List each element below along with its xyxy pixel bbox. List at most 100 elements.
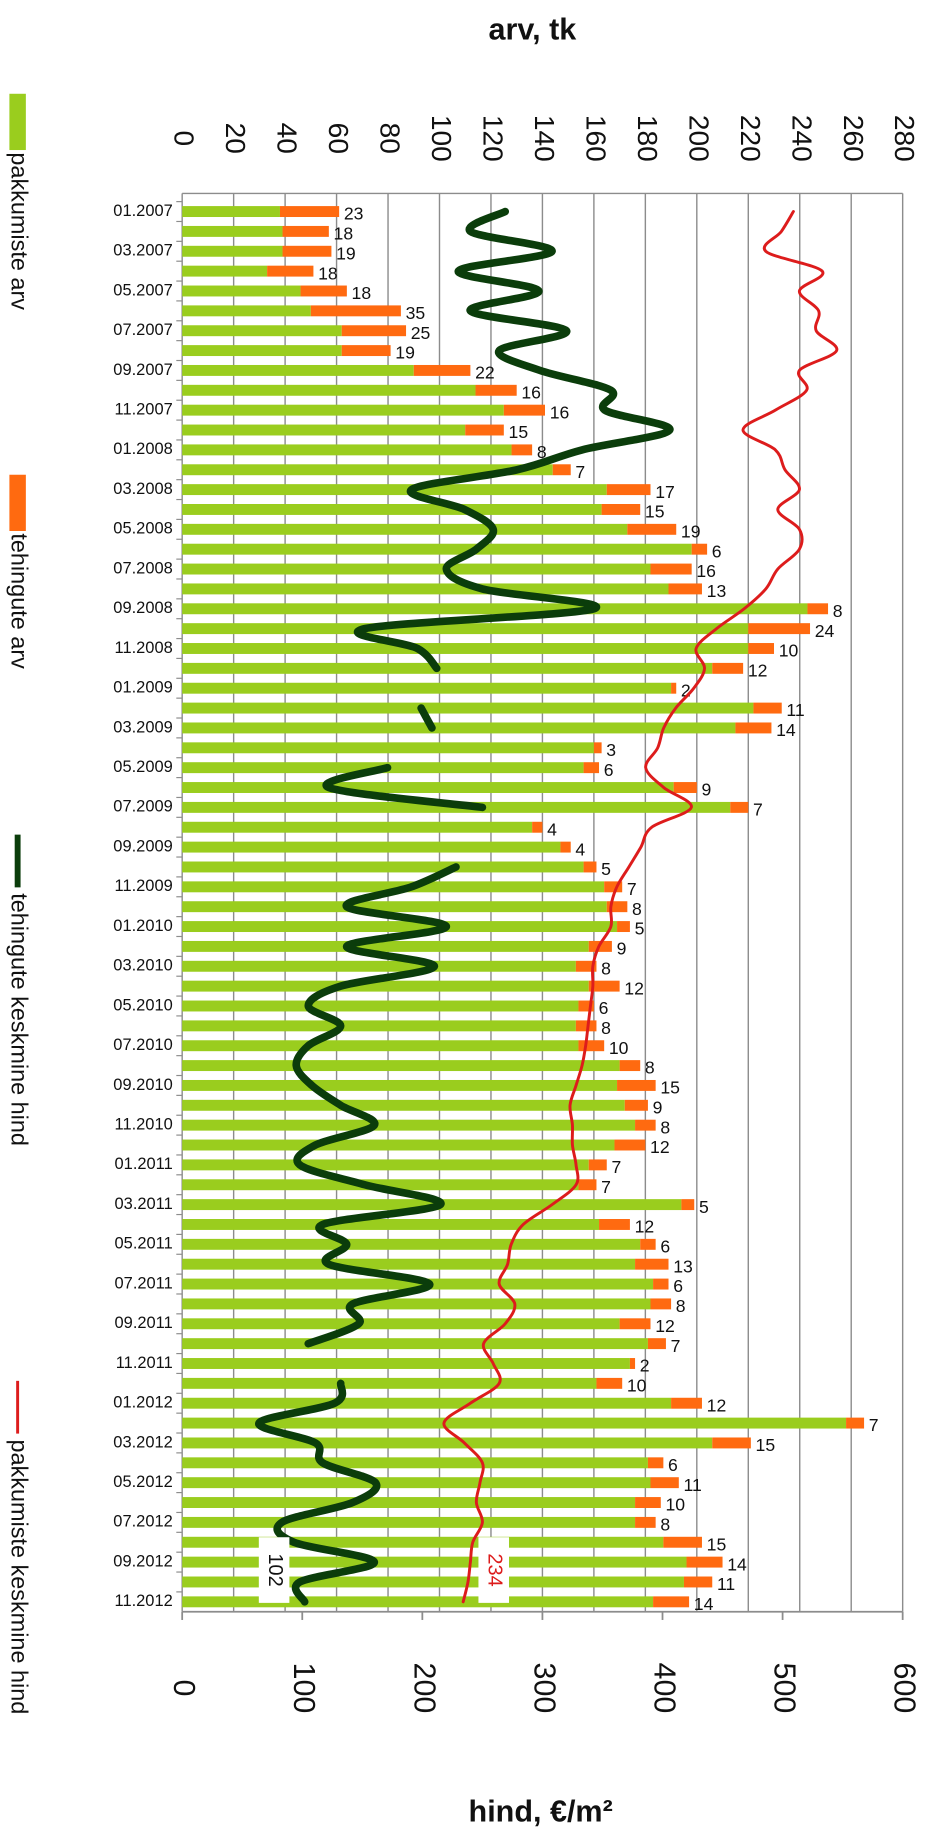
bar bbox=[606, 484, 651, 496]
data-label: 12 bbox=[624, 978, 644, 998]
bar bbox=[681, 1199, 695, 1211]
bar bbox=[182, 1258, 636, 1270]
y-tick-label: 09.2009 bbox=[113, 837, 172, 855]
data-label: 8 bbox=[537, 442, 547, 462]
bar bbox=[182, 901, 607, 913]
bar bbox=[182, 225, 283, 237]
data-label: 19 bbox=[395, 343, 415, 363]
bar bbox=[182, 921, 618, 933]
bar bbox=[182, 1358, 630, 1369]
bar bbox=[182, 325, 342, 337]
data-label: 12 bbox=[707, 1395, 727, 1415]
y-tick-label: 01.2012 bbox=[113, 1394, 172, 1412]
bar bbox=[475, 384, 517, 396]
bar bbox=[267, 265, 314, 277]
data-label: 7 bbox=[627, 879, 637, 899]
bar bbox=[182, 940, 589, 952]
bar bbox=[624, 1099, 648, 1111]
bar bbox=[730, 801, 749, 813]
y-tick-label: 01.2009 bbox=[113, 679, 172, 697]
bar bbox=[182, 1556, 687, 1568]
x2-tick-label: 100 bbox=[287, 1663, 321, 1714]
y-tick-label: 09.2010 bbox=[113, 1076, 172, 1094]
bar bbox=[601, 504, 641, 515]
bar bbox=[182, 603, 808, 615]
bar bbox=[686, 1556, 723, 1568]
y-tick-label: 11.2012 bbox=[115, 1592, 173, 1610]
data-label: 4 bbox=[575, 839, 585, 859]
x-tick-label: 280 bbox=[889, 115, 921, 162]
y-tick-label: 07.2007 bbox=[113, 321, 172, 339]
data-label: 35 bbox=[406, 303, 426, 323]
legend-label: pakkumiste arv bbox=[6, 152, 32, 310]
bar bbox=[182, 1497, 636, 1508]
y-tick-label: 05.2007 bbox=[113, 281, 172, 299]
y-tick-label: 01.2007 bbox=[113, 202, 172, 220]
data-label: 6 bbox=[599, 998, 609, 1018]
data-label: 13 bbox=[673, 1256, 693, 1276]
bar bbox=[182, 702, 754, 714]
data-label: 4 bbox=[547, 819, 557, 839]
y-tick-label: 09.2007 bbox=[113, 361, 172, 379]
bar bbox=[182, 424, 466, 436]
bar bbox=[182, 1338, 648, 1350]
y-tick-label: 07.2009 bbox=[113, 798, 172, 816]
bar bbox=[635, 1497, 661, 1508]
y-tick-label: 07.2008 bbox=[113, 559, 172, 577]
bar bbox=[650, 1477, 679, 1489]
bar bbox=[310, 305, 401, 317]
data-label: 2 bbox=[681, 680, 691, 700]
bar bbox=[182, 881, 605, 893]
data-label: 8 bbox=[660, 1117, 670, 1137]
y-tick-label: 03.2011 bbox=[115, 1195, 173, 1213]
data-label: 5 bbox=[601, 859, 611, 879]
bar bbox=[650, 1298, 672, 1310]
bar bbox=[691, 543, 708, 555]
bar bbox=[182, 1238, 641, 1250]
bar bbox=[182, 1079, 618, 1091]
bar bbox=[753, 702, 782, 714]
x-tick-label: 0 bbox=[169, 130, 201, 146]
bar bbox=[182, 1457, 648, 1469]
bar bbox=[182, 543, 692, 555]
bar bbox=[627, 523, 677, 535]
bar bbox=[182, 1219, 600, 1230]
bar bbox=[182, 504, 602, 515]
data-label: 8 bbox=[645, 1058, 655, 1078]
x-tick-label: 20 bbox=[220, 123, 252, 154]
bar bbox=[552, 464, 571, 476]
y-tick-label: 07.2010 bbox=[113, 1036, 172, 1054]
y-tick-label: 05.2011 bbox=[115, 1235, 173, 1253]
data-label: 19 bbox=[336, 243, 356, 263]
bar bbox=[619, 1060, 641, 1072]
data-label: 8 bbox=[601, 958, 611, 978]
data-label: 7 bbox=[753, 800, 763, 820]
bar bbox=[182, 1318, 620, 1330]
legend-label: tehingute arv bbox=[6, 533, 32, 669]
bar bbox=[606, 901, 628, 913]
y-tick-label: 09.2012 bbox=[113, 1552, 172, 1570]
bar bbox=[182, 404, 504, 416]
data-label: 18 bbox=[318, 263, 338, 283]
bar bbox=[647, 1457, 664, 1469]
bar bbox=[341, 345, 391, 357]
y-tick-label: 07.2012 bbox=[113, 1513, 172, 1531]
data-label: 10 bbox=[665, 1495, 685, 1515]
x2-tick-label: 300 bbox=[527, 1663, 561, 1714]
legend-swatch bbox=[9, 474, 26, 532]
data-label: 15 bbox=[645, 502, 665, 522]
data-label: 19 bbox=[681, 522, 701, 542]
bar bbox=[182, 662, 713, 674]
x-tick-label: 200 bbox=[683, 115, 715, 162]
data-label: 11 bbox=[786, 700, 804, 720]
bar bbox=[182, 1417, 847, 1429]
bar bbox=[182, 484, 607, 496]
data-label: 6 bbox=[673, 1276, 683, 1296]
bar bbox=[560, 841, 571, 853]
data-label: 6 bbox=[604, 760, 614, 780]
bar bbox=[182, 623, 749, 635]
line bbox=[442, 210, 839, 1604]
data-label: 7 bbox=[611, 1157, 621, 1177]
data-label: 7 bbox=[575, 462, 585, 482]
bar bbox=[578, 1040, 605, 1052]
